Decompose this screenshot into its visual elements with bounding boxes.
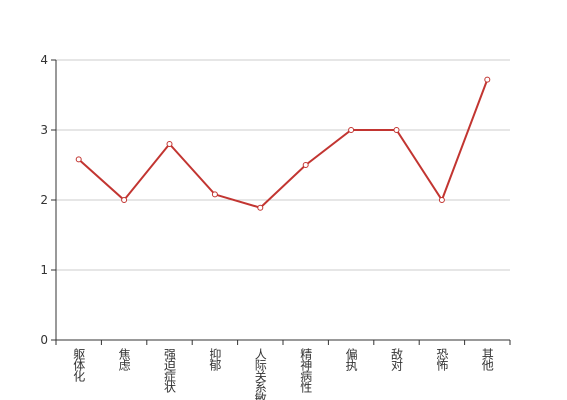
x-tick-label: 焦虑	[117, 348, 131, 371]
x-tick-label: 强迫症状	[163, 348, 177, 393]
point	[257, 204, 264, 211]
point	[166, 141, 173, 147]
x-tick-label: 敌对	[390, 347, 404, 371]
point	[348, 127, 355, 133]
x-tick-label: 躯体化	[72, 347, 86, 383]
point	[211, 191, 218, 198]
x-tick-label: 恐怖	[435, 348, 449, 371]
point	[438, 197, 445, 203]
point	[121, 197, 128, 203]
x-tick-label: 其他	[480, 348, 494, 371]
x-tick-label: 抑郁	[208, 347, 222, 372]
x-tick-label: 人际关系敏感	[253, 348, 267, 400]
y-tick-label: 1	[40, 263, 48, 277]
x-tick-label: 偏执	[344, 347, 358, 372]
point	[484, 76, 491, 83]
y-tick-label: 3	[40, 123, 48, 137]
y-tick-label: 4	[40, 53, 48, 67]
point	[393, 127, 400, 133]
y-tick-label: 2	[40, 193, 48, 207]
point	[302, 162, 309, 168]
x-tick-label: 精神病性	[299, 348, 313, 394]
series-line	[78, 79, 489, 209]
y-tick-label: 0	[40, 333, 48, 347]
point	[75, 156, 82, 163]
